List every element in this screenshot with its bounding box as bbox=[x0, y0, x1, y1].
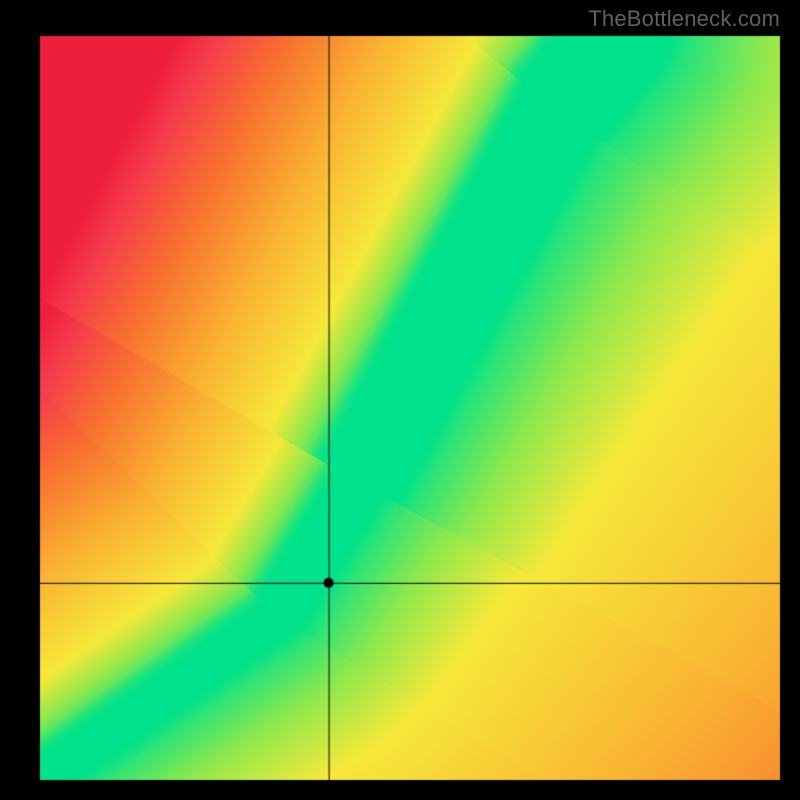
watermark-text: TheBottleneck.com bbox=[588, 6, 780, 32]
heatmap-chart: TheBottleneck.com bbox=[0, 0, 800, 800]
heatmap-canvas bbox=[0, 0, 800, 800]
